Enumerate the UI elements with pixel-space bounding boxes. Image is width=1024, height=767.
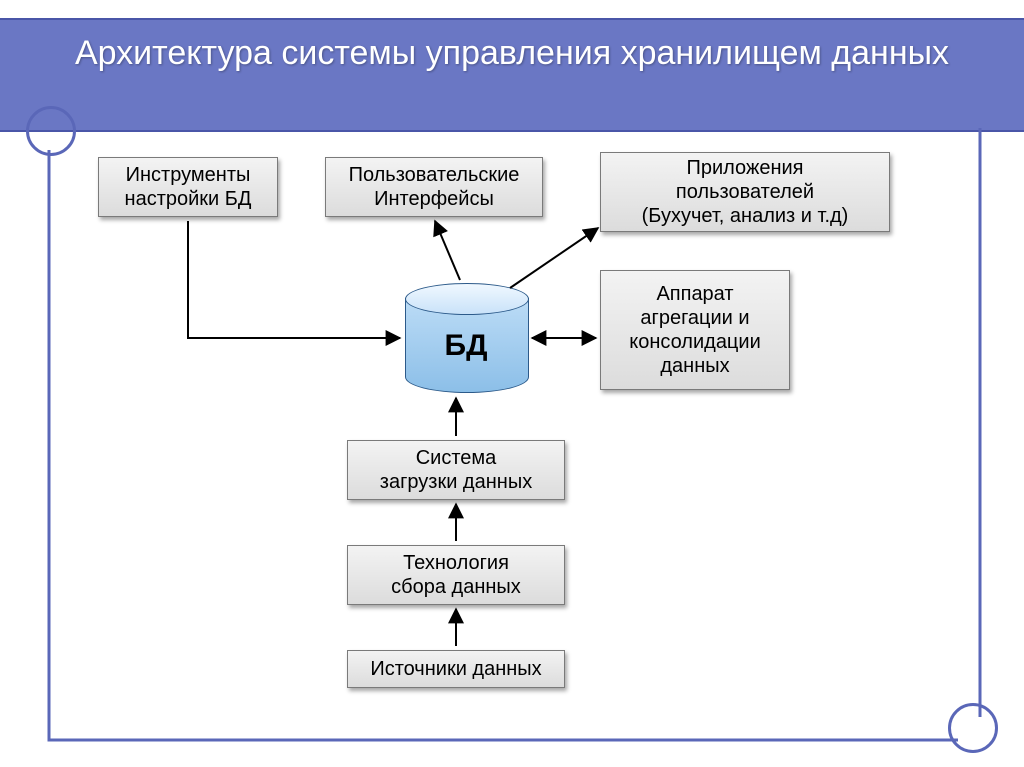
frame-corner-top-left xyxy=(26,106,76,156)
frame-corner-bottom-right xyxy=(948,703,998,753)
node-aggregation: Аппаратагрегации иконсолидацииданных xyxy=(600,270,790,390)
edge-tools-db xyxy=(188,221,400,338)
database-cylinder: БД xyxy=(405,283,527,393)
node-load-system: Системазагрузки данных xyxy=(347,440,565,500)
node-data-sources: Источники данных xyxy=(347,650,565,688)
node-collection-tech: Технологиясбора данных xyxy=(347,545,565,605)
title-bar: Архитектура системы управления хранилище… xyxy=(0,18,1024,132)
database-top xyxy=(405,283,529,315)
node-user-apps: Приложенияпользователей(Бухучет, анализ … xyxy=(600,152,890,232)
node-user-interfaces: ПользовательскиеИнтерфейсы xyxy=(325,157,543,217)
slide-title: Архитектура системы управления хранилище… xyxy=(0,20,1024,74)
edge-db-ui xyxy=(435,221,460,280)
slide: Архитектура системы управления хранилище… xyxy=(0,0,1024,767)
node-db-tools: Инструментынастройки БД xyxy=(98,157,278,217)
database-label: БД xyxy=(405,329,527,363)
edge-db-apps xyxy=(510,228,598,288)
